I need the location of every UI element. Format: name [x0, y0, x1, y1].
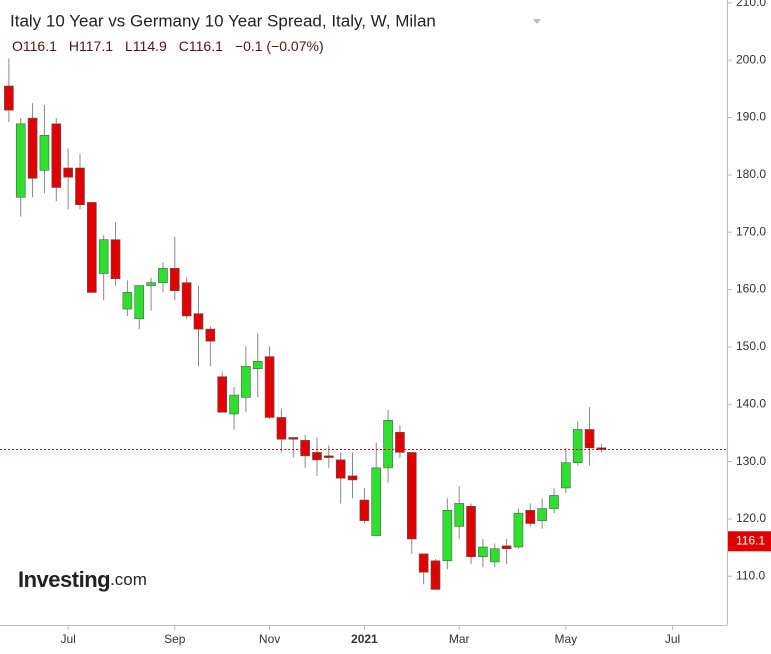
candle-body	[513, 512, 524, 548]
legend-item: H117.1	[69, 38, 113, 54]
y-tick-label: 210.0	[736, 0, 766, 9]
candle-body	[300, 440, 310, 457]
x-tick-label: Jul	[665, 632, 680, 646]
candle-body	[489, 548, 500, 563]
y-tick-label: 160.0	[736, 282, 766, 296]
candle-body	[395, 432, 405, 453]
logo: Investing.com	[18, 567, 147, 592]
candle-body	[98, 239, 109, 274]
candle-body	[181, 282, 192, 317]
y-tick-label: 120.0	[736, 511, 766, 525]
candle-body	[359, 499, 370, 521]
candle-body	[549, 495, 559, 509]
candle-body	[169, 268, 180, 292]
candle-body	[324, 455, 334, 458]
candle-body	[406, 452, 417, 540]
price-tag	[728, 531, 771, 552]
logo-suffix: .com	[110, 570, 147, 589]
candle-body	[371, 467, 382, 536]
candle-body	[276, 417, 287, 440]
x-tick-label: 2021	[351, 632, 378, 646]
legend-item: −0.1 (−0.07%)	[235, 38, 324, 54]
candle-body	[122, 292, 133, 310]
candle-body	[430, 560, 441, 590]
y-tick-label: 180.0	[736, 167, 766, 181]
candle-body	[75, 167, 85, 206]
candle-body	[158, 268, 168, 283]
candle-body	[288, 437, 299, 440]
candle-body	[561, 462, 571, 489]
candle-body	[525, 510, 536, 524]
candle-body	[418, 553, 429, 573]
x-tick-label: May	[555, 632, 578, 646]
candle-body	[454, 503, 464, 527]
y-tick-label: 200.0	[736, 52, 766, 66]
candle-body	[312, 452, 322, 461]
candle-body	[501, 545, 512, 550]
candle-body	[217, 376, 227, 413]
y-tick-label: 150.0	[736, 339, 766, 353]
candle-body	[27, 117, 38, 179]
candle-body	[347, 475, 358, 481]
x-tick-label: Mar	[449, 632, 470, 646]
candle-body	[134, 285, 145, 320]
x-tick-label: Jul	[60, 632, 75, 646]
candle-body	[572, 429, 583, 464]
y-tick-label: 170.0	[736, 224, 766, 238]
candle-body	[4, 85, 14, 111]
candle-body	[241, 366, 251, 398]
candle-body	[193, 313, 204, 330]
legend-item: O116.1	[12, 38, 57, 54]
candle-body	[383, 419, 393, 469]
candle-body	[39, 135, 50, 171]
candle-body	[205, 328, 216, 342]
candle-body	[51, 123, 62, 188]
plot	[0, 58, 727, 590]
y-tick-label: 190.0	[736, 110, 766, 124]
x-tick-label: Sep	[164, 632, 186, 646]
ohlc-legend: O116.1 H117.1 L114.9 C116.1 −0.1 (−0.07%)	[12, 38, 324, 54]
candle-body	[584, 429, 595, 449]
y-tick-label: 110.0	[736, 568, 765, 582]
y-tick-label: 140.0	[736, 396, 766, 410]
logo-main: Investing	[18, 567, 110, 592]
candle-body	[478, 546, 488, 558]
price-tag-label: 116.1	[736, 533, 765, 547]
dropdown-icon[interactable]	[533, 19, 541, 24]
candle-body	[466, 506, 476, 558]
legend-item: C116.1	[179, 38, 223, 54]
candle-body	[63, 167, 73, 178]
candle-body	[442, 510, 453, 562]
candle-body	[335, 459, 346, 479]
candle-body	[537, 508, 547, 521]
x-tick-label: Nov	[259, 632, 280, 646]
candle-body	[252, 360, 263, 369]
candle-body	[15, 123, 26, 198]
candle-body	[264, 356, 275, 418]
y-tick-label: 130.0	[736, 454, 766, 468]
candle-body	[87, 202, 97, 293]
candle-body	[146, 282, 156, 286]
chart-title: Italy 10 Year vs Germany 10 Year Spread,…	[10, 11, 436, 30]
legend-item: L114.9	[125, 38, 167, 54]
candle-body	[229, 394, 239, 415]
legend: O116.1 H117.1 L114.9 C116.1 −0.1 (−0.07%)	[12, 38, 324, 54]
candle-body	[110, 239, 121, 279]
